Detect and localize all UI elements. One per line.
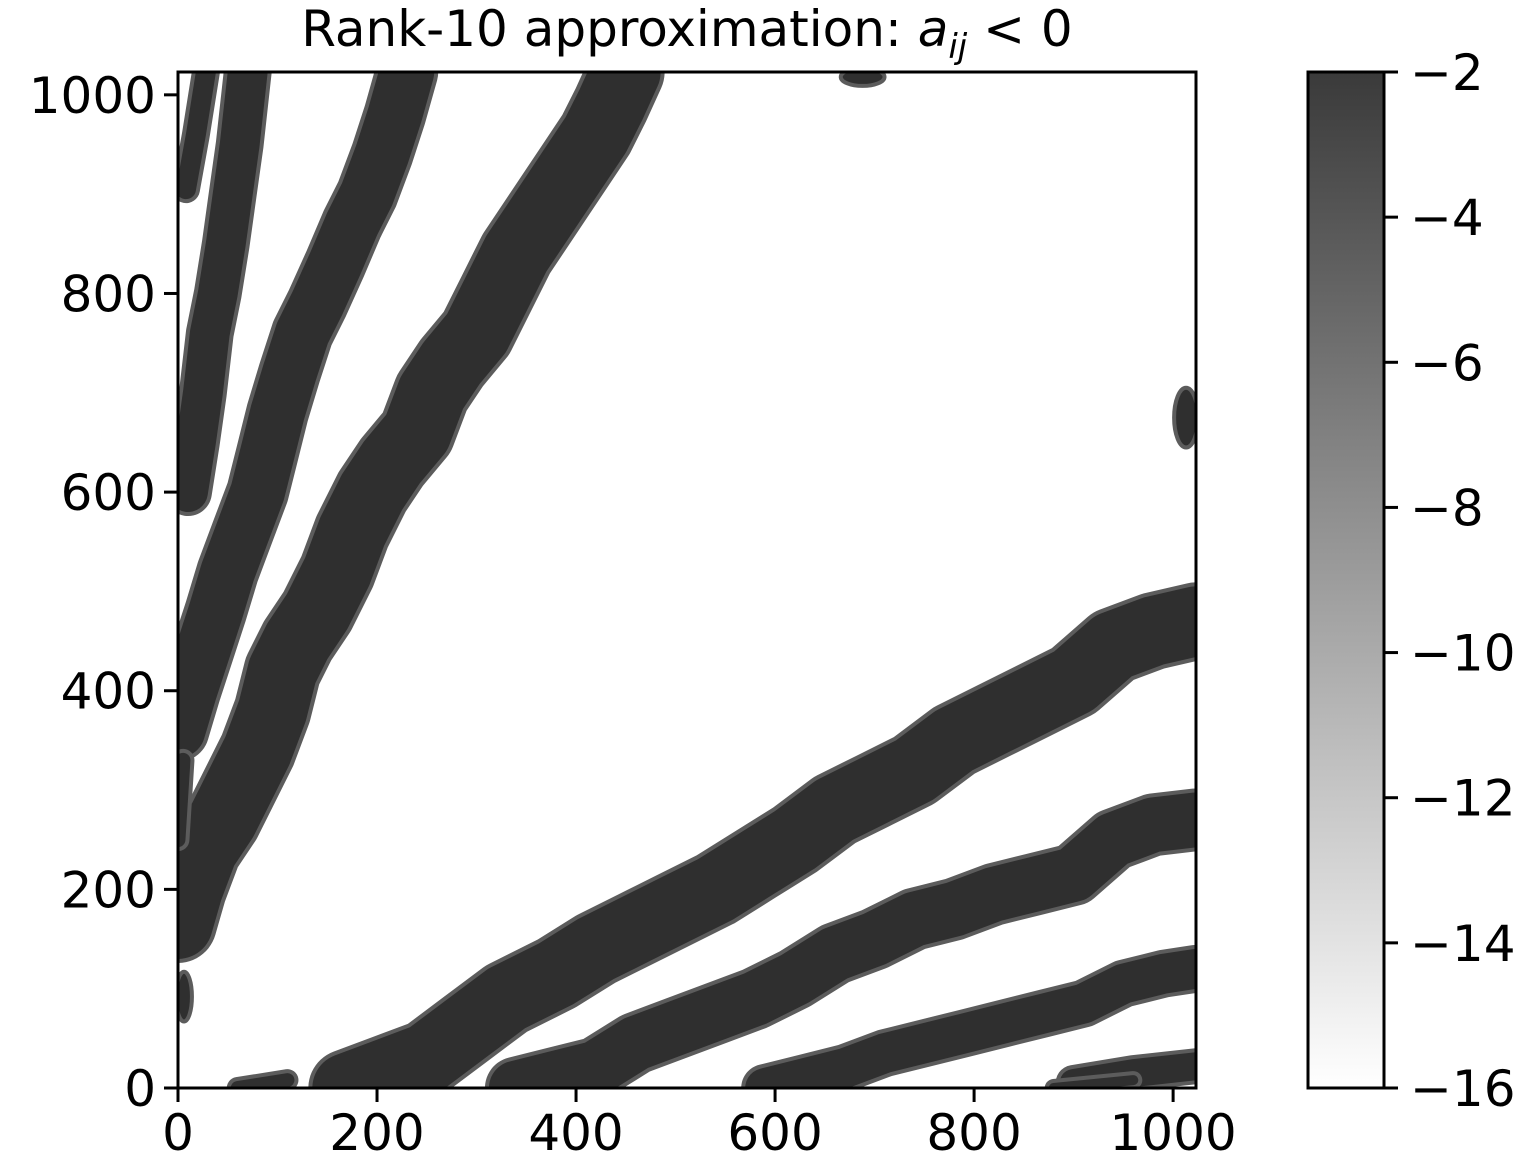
x-tick-label: 800 xyxy=(926,1104,1021,1162)
upper-band-5 xyxy=(178,72,216,200)
x-tick-label: 1000 xyxy=(1109,1104,1236,1162)
upper-band-1 xyxy=(178,72,661,959)
y-tick-label: 1000 xyxy=(29,67,156,125)
x-tick-label: 600 xyxy=(727,1104,822,1162)
plot-area xyxy=(178,72,1196,1088)
colorbar-tick-label: −14 xyxy=(1410,915,1516,973)
plot-frame xyxy=(176,70,1198,1090)
y-axis: 0 200 400 600 800 1000 xyxy=(29,67,178,1118)
bands-layer xyxy=(178,72,1196,1088)
x-tick-label: 400 xyxy=(528,1104,623,1162)
y-tick-label: 600 xyxy=(61,464,156,522)
y-tick-label: 200 xyxy=(61,861,156,919)
colorbar-tick-label: −16 xyxy=(1410,1060,1516,1118)
x-tick-label: 0 xyxy=(162,1104,194,1162)
colorbar-tick-label: −6 xyxy=(1410,334,1484,392)
lower-band-3 xyxy=(745,948,1196,1088)
left-edge-blob xyxy=(178,969,194,1024)
colorbar-tick-label: −4 xyxy=(1410,189,1484,247)
colorbar-tick-label: −2 xyxy=(1410,44,1484,102)
y-tick-label: 800 xyxy=(61,265,156,323)
colorbar-tick-label: −8 xyxy=(1410,479,1484,537)
y-tick-label: 400 xyxy=(61,663,156,721)
chart-title: Rank-10 approximation: aij < 0 xyxy=(301,0,1073,67)
x-tick-label: 200 xyxy=(329,1104,424,1162)
x-axis: 0 200 400 600 800 1000 xyxy=(162,1088,1237,1162)
top-edge-blob xyxy=(838,72,887,88)
colorbar-tick-label: −12 xyxy=(1410,770,1516,828)
colorbar-tick-label: −10 xyxy=(1410,625,1516,683)
colorbar-axis: −2 −4 −6 −8 −10 −12 −14 −16 xyxy=(1384,44,1516,1118)
lower-band-1 xyxy=(312,586,1196,1088)
colorbar xyxy=(1306,70,1386,1090)
right-edge-blob xyxy=(1172,385,1196,450)
lower-band-2 xyxy=(488,792,1196,1088)
upper-band-2 xyxy=(178,72,435,758)
y-tick-label: 0 xyxy=(124,1060,156,1118)
upper-band-3 xyxy=(178,72,268,512)
